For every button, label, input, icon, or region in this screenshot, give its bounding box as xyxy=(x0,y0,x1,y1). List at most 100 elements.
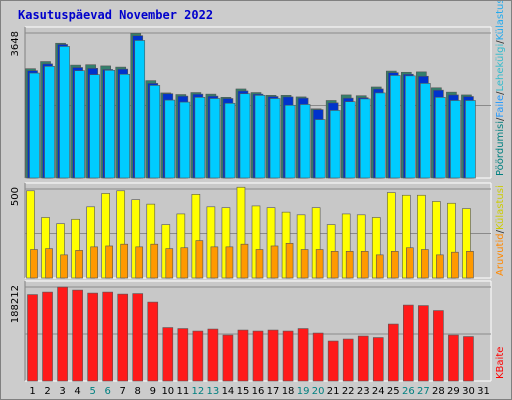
x-tick-label-day-18: 18 xyxy=(282,386,295,397)
legend-entry: KBaite xyxy=(495,347,506,379)
bar-bottom-kbaite-day-2 xyxy=(42,291,53,382)
bar-bottom-kbaite-day-12 xyxy=(192,330,204,382)
bar-bottom-kbaite-day-6 xyxy=(102,291,113,382)
x-tick-label-day-7: 7 xyxy=(120,386,126,397)
bar-middle-aruvutid-day-9 xyxy=(150,243,159,279)
bar-bottom-kbaite-day-7 xyxy=(117,293,129,382)
bar-middle-aruvutid-day-22 xyxy=(345,251,354,279)
bar-top-külastusi-day-16 xyxy=(254,95,266,179)
x-tick-label-day-19: 19 xyxy=(297,386,310,397)
x-tick-label-day-29: 29 xyxy=(447,386,460,397)
bar-top-külastusi-day-6 xyxy=(104,69,115,179)
bar-middle-aruvutid-day-10 xyxy=(165,248,174,279)
legend-entry: Lehekülgi xyxy=(495,44,506,92)
bar-middle-aruvutid-day-16 xyxy=(255,249,264,279)
x-tick-label-day-2: 2 xyxy=(44,386,50,397)
legend-entry: Külastusi xyxy=(495,1,506,40)
x-tick-label-day-28: 28 xyxy=(432,386,445,397)
x-tick-label-day-1: 1 xyxy=(29,386,35,397)
bar-middle-aruvutid-day-4 xyxy=(75,250,83,279)
bar-middle-aruvutid-day-5 xyxy=(90,246,98,279)
bar-top-külastusi-day-7 xyxy=(119,73,131,179)
bar-middle-aruvutid-day-26 xyxy=(406,247,414,279)
bar-middle-aruvutid-day-19 xyxy=(300,249,309,279)
bar-top-külastusi-day-3 xyxy=(59,46,70,179)
bar-top-külastusi-day-15 xyxy=(239,93,251,179)
panel-middle-y-tick-label: 500 xyxy=(10,187,21,206)
bar-top-külastusi-day-26 xyxy=(405,75,416,179)
x-tick-label-day-21: 21 xyxy=(327,386,340,397)
legend-entry: Faile xyxy=(495,95,506,118)
bar-middle-aruvutid-day-18 xyxy=(285,242,294,279)
bar-bottom-kbaite-day-11 xyxy=(177,328,189,382)
bar-bottom-kbaite-day-18 xyxy=(282,330,294,382)
bar-middle-aruvutid-day-21 xyxy=(330,251,339,279)
bar-middle-aruvutid-day-6 xyxy=(105,245,113,279)
bar-top-külastusi-day-29 xyxy=(450,100,461,179)
bar-bottom-kbaite-day-17 xyxy=(267,329,279,382)
bar-bottom-kbaite-day-15 xyxy=(237,329,249,382)
bar-bottom-kbaite-day-19 xyxy=(297,328,309,382)
panel-bottom-y-tick-label: 188212 xyxy=(10,285,21,323)
bar-top-külastusi-day-1 xyxy=(29,72,40,179)
bar-top-külastusi-day-18 xyxy=(284,104,296,179)
bar-middle-aruvutid-day-11 xyxy=(180,247,189,279)
bar-middle-aruvutid-day-1 xyxy=(30,249,38,279)
bar-bottom-kbaite-day-1 xyxy=(27,294,38,382)
bar-top-külastusi-day-23 xyxy=(359,98,371,179)
bar-top-külastusi-day-30 xyxy=(465,100,476,179)
x-tick-label-day-31: 31 xyxy=(477,386,490,397)
bar-top-külastusi-day-2 xyxy=(44,66,55,179)
bar-bottom-kbaite-day-30 xyxy=(463,336,474,382)
bar-top-külastusi-day-22 xyxy=(344,101,356,179)
bar-bottom-kbaite-day-13 xyxy=(207,328,219,382)
x-tick-label-day-20: 20 xyxy=(312,386,325,397)
bar-bottom-kbaite-day-26 xyxy=(403,304,414,382)
bar-bottom-kbaite-day-10 xyxy=(162,327,174,382)
x-tick-label-day-27: 27 xyxy=(417,386,430,397)
legend-entry: / xyxy=(495,117,506,121)
x-tick-label-day-5: 5 xyxy=(89,386,95,397)
bar-middle-aruvutid-day-2 xyxy=(45,248,53,279)
x-tick-label-day-3: 3 xyxy=(59,386,65,397)
bar-top-külastusi-day-19 xyxy=(299,104,311,179)
x-tick-label-day-6: 6 xyxy=(104,386,110,397)
bar-top-külastusi-day-28 xyxy=(435,97,446,179)
bar-top-külastusi-day-12 xyxy=(194,97,206,179)
bar-top-külastusi-day-4 xyxy=(74,70,85,179)
legend-entry: Aruvutid xyxy=(495,233,506,276)
x-tick-label-day-15: 15 xyxy=(237,386,250,397)
x-tick-label-day-13: 13 xyxy=(207,386,220,397)
bar-middle-aruvutid-day-15 xyxy=(240,243,249,279)
bar-top-külastusi-day-5 xyxy=(89,74,100,179)
bar-middle-aruvutid-day-3 xyxy=(60,254,68,279)
bar-top-külastusi-day-24 xyxy=(374,92,386,179)
bar-middle-aruvutid-day-8 xyxy=(135,246,144,279)
x-tick-label-day-14: 14 xyxy=(222,386,235,397)
x-tick-label-day-4: 4 xyxy=(74,386,80,397)
bar-middle-aruvutid-day-27 xyxy=(421,249,429,279)
bar-top-külastusi-day-20 xyxy=(314,119,326,179)
x-tick-label-day-23: 23 xyxy=(357,386,370,397)
legend-entry: / xyxy=(495,40,506,44)
x-tick-label-day-8: 8 xyxy=(135,386,141,397)
panel-middle-legend: Aruvutid/Külastusi xyxy=(495,185,506,276)
bar-top-külastusi-day-9 xyxy=(149,85,161,179)
bar-middle-aruvutid-day-24 xyxy=(375,254,384,279)
legend-entry: / xyxy=(495,229,506,233)
bar-middle-aruvutid-day-13 xyxy=(210,246,219,279)
bar-bottom-kbaite-day-14 xyxy=(222,334,234,382)
bar-top-külastusi-day-14 xyxy=(224,102,236,179)
x-tick-label-day-26: 26 xyxy=(402,386,415,397)
bar-middle-aruvutid-day-20 xyxy=(315,249,324,279)
panel-top-y-tick-label: 3648 xyxy=(10,31,21,56)
bar-bottom-kbaite-day-3 xyxy=(57,286,68,382)
bar-middle-aruvutid-day-30 xyxy=(466,251,474,279)
bar-bottom-kbaite-day-9 xyxy=(147,301,159,382)
bar-bottom-kbaite-day-24 xyxy=(372,337,384,382)
bar-bottom-kbaite-day-8 xyxy=(132,293,144,382)
bar-bottom-kbaite-day-29 xyxy=(448,334,459,382)
x-tick-label-day-22: 22 xyxy=(342,386,355,397)
